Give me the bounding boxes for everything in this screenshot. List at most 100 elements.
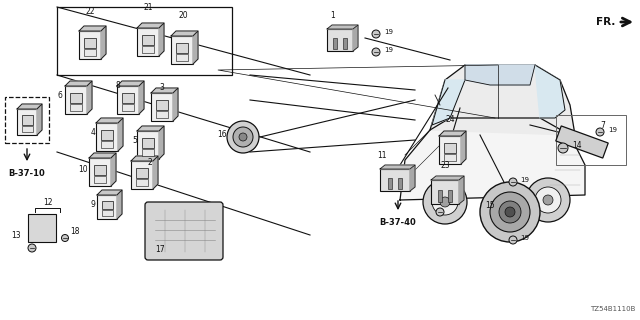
- Text: 15: 15: [485, 201, 495, 210]
- Text: 3: 3: [159, 83, 164, 92]
- Polygon shape: [400, 118, 585, 200]
- Text: 6: 6: [58, 91, 63, 100]
- Bar: [444, 154, 456, 161]
- Bar: [556, 115, 626, 165]
- Polygon shape: [97, 190, 122, 195]
- Bar: [156, 111, 168, 118]
- Circle shape: [543, 195, 553, 205]
- Polygon shape: [65, 81, 92, 86]
- Bar: [448, 190, 452, 202]
- Text: 16: 16: [217, 130, 227, 139]
- Bar: [343, 38, 347, 49]
- Text: 14: 14: [572, 141, 582, 150]
- Text: 13: 13: [11, 231, 21, 240]
- Polygon shape: [137, 126, 164, 131]
- Bar: [117, 86, 139, 114]
- Circle shape: [499, 201, 521, 223]
- Bar: [101, 141, 113, 148]
- Circle shape: [372, 30, 380, 38]
- Bar: [142, 138, 154, 148]
- Bar: [137, 28, 159, 56]
- Text: 9: 9: [91, 200, 95, 209]
- Text: TZ54B1110B: TZ54B1110B: [589, 306, 635, 312]
- Polygon shape: [159, 126, 164, 159]
- Polygon shape: [137, 23, 164, 28]
- Polygon shape: [171, 31, 198, 36]
- Bar: [176, 43, 188, 53]
- Bar: [102, 210, 113, 216]
- Bar: [380, 169, 410, 191]
- Polygon shape: [118, 118, 123, 151]
- Bar: [398, 178, 402, 189]
- Bar: [136, 179, 148, 186]
- Bar: [84, 49, 96, 56]
- Bar: [388, 178, 392, 189]
- Text: 19: 19: [384, 47, 393, 53]
- Bar: [333, 38, 337, 49]
- FancyBboxPatch shape: [5, 97, 49, 143]
- Polygon shape: [111, 153, 116, 186]
- Polygon shape: [327, 25, 358, 29]
- Bar: [101, 130, 113, 140]
- Bar: [89, 158, 111, 186]
- Text: B-37-40: B-37-40: [380, 218, 417, 227]
- Polygon shape: [535, 65, 565, 118]
- Bar: [122, 93, 134, 103]
- Polygon shape: [153, 156, 158, 189]
- Polygon shape: [151, 88, 178, 93]
- Text: 8: 8: [116, 81, 120, 90]
- Polygon shape: [117, 81, 144, 86]
- Polygon shape: [439, 131, 466, 136]
- Circle shape: [239, 133, 247, 141]
- Bar: [156, 100, 168, 110]
- Text: B-37-10: B-37-10: [8, 169, 45, 178]
- Polygon shape: [410, 165, 415, 191]
- Polygon shape: [87, 81, 92, 114]
- Bar: [151, 93, 173, 121]
- Circle shape: [372, 48, 380, 56]
- Bar: [176, 54, 188, 61]
- Text: 7: 7: [600, 121, 605, 130]
- Circle shape: [509, 236, 517, 244]
- Bar: [131, 161, 153, 189]
- Polygon shape: [173, 88, 178, 121]
- Bar: [22, 125, 33, 132]
- Bar: [96, 123, 118, 151]
- Bar: [97, 195, 117, 219]
- Polygon shape: [101, 26, 106, 59]
- Text: 17: 17: [155, 245, 165, 254]
- Polygon shape: [459, 176, 464, 204]
- Bar: [444, 143, 456, 153]
- Polygon shape: [159, 23, 164, 56]
- Text: 23: 23: [440, 161, 450, 170]
- Bar: [94, 165, 106, 175]
- Bar: [22, 116, 33, 124]
- Text: 19: 19: [520, 235, 529, 241]
- Text: 20: 20: [178, 11, 188, 20]
- Bar: [171, 36, 193, 64]
- Bar: [70, 93, 82, 103]
- Text: 21: 21: [143, 3, 153, 12]
- Bar: [142, 149, 154, 156]
- Text: 5: 5: [132, 136, 138, 145]
- Text: FR.: FR.: [596, 17, 615, 27]
- Circle shape: [505, 207, 515, 217]
- Circle shape: [558, 143, 568, 153]
- Polygon shape: [556, 126, 608, 158]
- Circle shape: [490, 192, 530, 232]
- Text: 11: 11: [377, 151, 387, 160]
- Polygon shape: [37, 104, 42, 135]
- Polygon shape: [17, 104, 42, 109]
- Polygon shape: [461, 131, 466, 164]
- Bar: [65, 86, 87, 114]
- Polygon shape: [139, 81, 144, 114]
- Text: 19: 19: [384, 29, 393, 35]
- Text: 4: 4: [91, 128, 95, 137]
- Circle shape: [440, 197, 450, 207]
- Text: 22: 22: [85, 7, 95, 16]
- Circle shape: [535, 187, 561, 213]
- Bar: [122, 104, 134, 111]
- Bar: [431, 180, 459, 204]
- Polygon shape: [117, 190, 122, 219]
- Bar: [142, 46, 154, 53]
